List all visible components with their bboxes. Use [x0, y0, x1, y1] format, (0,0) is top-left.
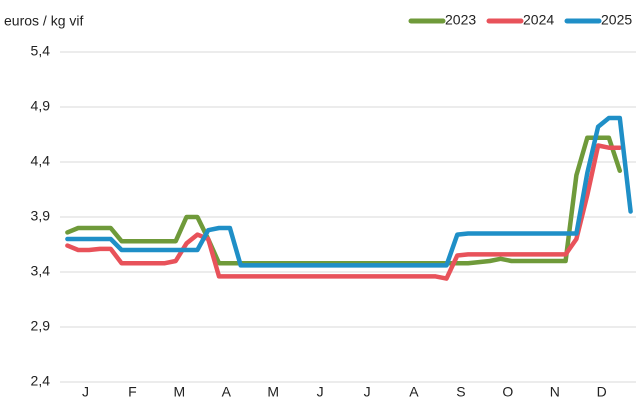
x-tick-label: J [82, 384, 89, 400]
x-tick-label: A [409, 384, 419, 400]
x-tick-label: J [364, 384, 371, 400]
y-tick-label: 3,9 [31, 208, 51, 224]
y-tick-label: 2,9 [31, 318, 51, 334]
legend-label: 2024 [523, 12, 554, 28]
series-line [65, 135, 623, 266]
y-tick-label: 2,4 [31, 373, 51, 389]
x-tick-label: F [128, 384, 137, 400]
x-tick-label: M [173, 384, 185, 400]
y-tick-label: 4,9 [31, 98, 51, 114]
x-tick-label: M [267, 384, 279, 400]
x-tick-label: O [502, 384, 513, 400]
y-axis-label: euros / kg vif [4, 13, 83, 29]
series-line [65, 143, 623, 281]
legend-label: 2025 [601, 12, 632, 28]
x-tick-label: A [222, 384, 232, 400]
series-line [65, 115, 633, 268]
y-tick-label: 4,4 [31, 153, 51, 169]
x-tick-label: J [317, 384, 324, 400]
legend-label: 2023 [445, 12, 476, 28]
x-tick-label: D [597, 384, 607, 400]
y-tick-label: 5,4 [31, 43, 51, 59]
y-tick-label: 3,4 [31, 263, 51, 279]
x-tick-label: S [456, 384, 465, 400]
x-tick-label: N [550, 384, 560, 400]
